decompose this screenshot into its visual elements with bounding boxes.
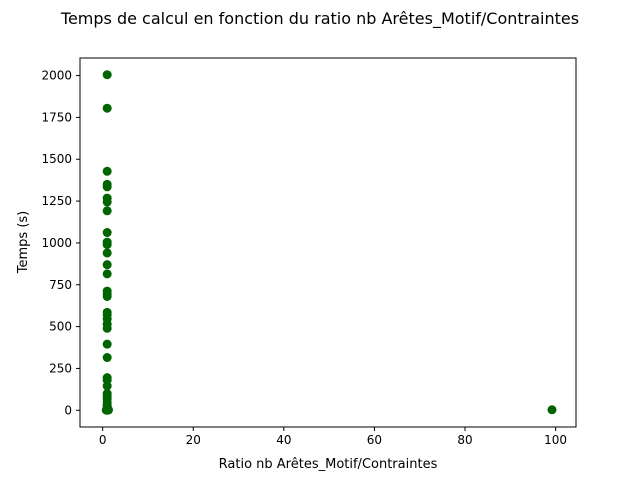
y-tick-label: 750 bbox=[49, 278, 72, 292]
y-tick-label: 250 bbox=[49, 361, 72, 375]
y-tick-label: 1250 bbox=[41, 194, 72, 208]
x-tick-label: 80 bbox=[457, 433, 472, 447]
x-axis-label: Ratio nb Arêtes_Motif/Contraintes bbox=[219, 457, 438, 472]
y-axis-ticks: 0 250 500 750 1000 1250 1500 1750 2000 bbox=[41, 69, 80, 417]
y-tick-label: 2000 bbox=[41, 69, 72, 83]
y-tick-label: 500 bbox=[49, 320, 72, 334]
data-point bbox=[102, 197, 112, 207]
y-tick-label: 1750 bbox=[41, 110, 72, 124]
data-point bbox=[102, 323, 112, 333]
y-tick-label: 1500 bbox=[41, 152, 72, 166]
data-point bbox=[102, 269, 112, 279]
data-points bbox=[101, 70, 557, 415]
data-point bbox=[102, 291, 112, 301]
x-tick-label: 20 bbox=[186, 433, 201, 447]
y-tick-label: 0 bbox=[64, 403, 72, 417]
data-point bbox=[102, 182, 112, 192]
x-axis-ticks: 0 20 40 60 80 100 bbox=[99, 427, 567, 447]
x-tick-label: 60 bbox=[367, 433, 382, 447]
data-point bbox=[102, 70, 112, 80]
data-point bbox=[102, 353, 112, 363]
data-point bbox=[102, 228, 112, 238]
data-point bbox=[547, 405, 557, 415]
data-point bbox=[102, 248, 112, 258]
data-point bbox=[102, 206, 112, 216]
data-point bbox=[102, 166, 112, 176]
x-tick-label: 0 bbox=[99, 433, 107, 447]
x-tick-label: 40 bbox=[276, 433, 291, 447]
data-point bbox=[101, 405, 111, 415]
data-point bbox=[102, 103, 112, 113]
data-point bbox=[102, 240, 112, 250]
data-point bbox=[102, 381, 112, 391]
data-point bbox=[102, 260, 112, 270]
plot-area bbox=[79, 57, 577, 428]
y-axis-label: Temps (s) bbox=[16, 211, 31, 274]
data-point bbox=[102, 339, 112, 349]
chart-title: Temps de calcul en fonction du ratio nb … bbox=[60, 9, 579, 29]
y-tick-label: 1000 bbox=[41, 236, 72, 250]
x-tick-label: 100 bbox=[544, 433, 567, 447]
